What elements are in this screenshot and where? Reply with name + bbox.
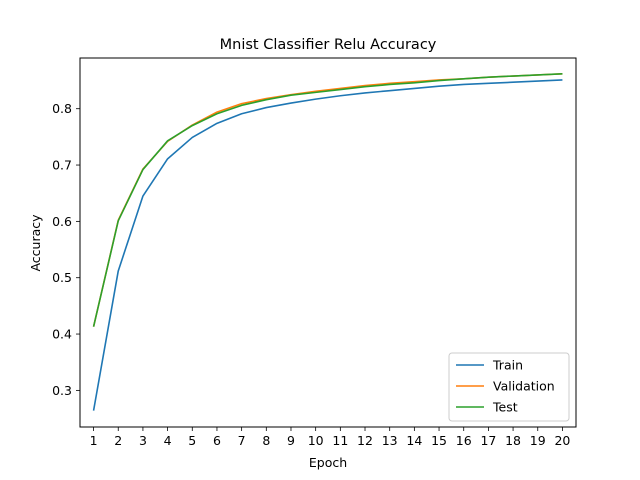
y-tick-label: 0.8 <box>52 101 72 116</box>
series-lines <box>92 72 563 411</box>
x-tick-label: 1 <box>90 433 98 448</box>
x-tick-label: 19 <box>530 433 546 448</box>
chart-title: Mnist Classifier Relu Accuracy <box>220 37 437 53</box>
y-tick-label: 0.3 <box>52 383 72 398</box>
legend-label-validation: Validation <box>493 379 555 394</box>
y-axis: 0.3 0.4 0.5 0.6 0.7 0.8 <box>52 101 80 398</box>
x-tick-label: 9 <box>287 433 295 448</box>
x-tick-label: 10 <box>308 433 324 448</box>
y-tick-label: 0.6 <box>52 214 72 229</box>
y-tick-label: 0.5 <box>52 270 72 285</box>
x-tick-label: 5 <box>188 433 196 448</box>
legend-label-test: Test <box>492 400 518 415</box>
x-tick-label: 8 <box>262 433 270 448</box>
x-tick-label: 6 <box>213 433 221 448</box>
legend-box <box>448 352 570 422</box>
x-tick-label: 20 <box>554 433 570 448</box>
series-line-train <box>92 79 563 411</box>
y-axis-label: Accuracy <box>28 214 43 272</box>
x-axis-label: Epoch <box>309 455 347 470</box>
x-tick-label: 12 <box>357 433 373 448</box>
x-tick-label: 17 <box>480 433 496 448</box>
legend-label-train: Train <box>492 358 523 373</box>
y-tick-label: 0.7 <box>52 158 72 173</box>
x-axis: 1 2 3 4 5 6 7 8 9 10 11 12 13 14 15 16 17 18 19 20 <box>90 427 570 448</box>
x-tick-label: 3 <box>139 433 147 448</box>
x-tick-label: 11 <box>332 433 348 448</box>
x-tick-label: 2 <box>114 433 122 448</box>
y-tick-label: 0.4 <box>52 327 72 342</box>
legend: Train Validation Test <box>448 352 570 422</box>
x-tick-label: 16 <box>456 433 472 448</box>
x-tick-label: 18 <box>505 433 521 448</box>
x-tick-label: 7 <box>238 433 246 448</box>
series-line-test <box>92 72 563 327</box>
series-line-validation <box>92 72 563 327</box>
x-tick-label: 15 <box>431 433 447 448</box>
x-tick-label: 13 <box>382 433 398 448</box>
plot-area <box>79 57 577 428</box>
x-tick-label: 14 <box>406 433 422 448</box>
x-tick-label: 4 <box>164 433 172 448</box>
